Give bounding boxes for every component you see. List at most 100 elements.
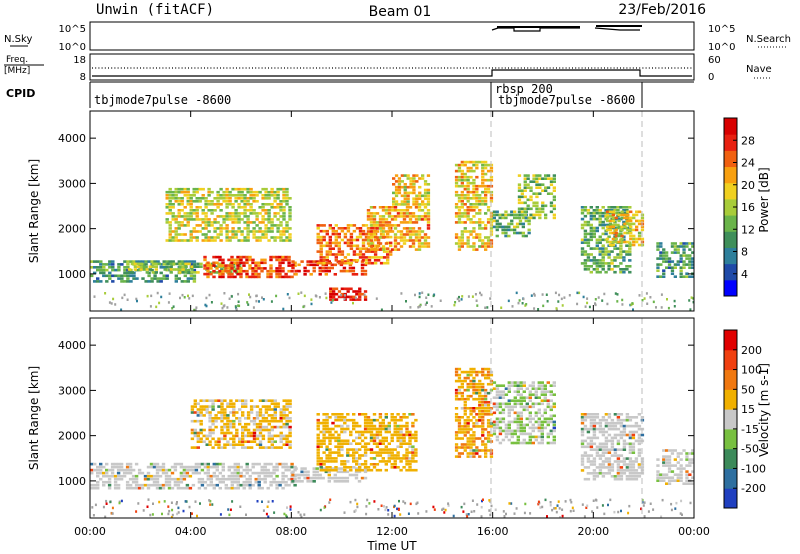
echo-cell — [229, 425, 233, 429]
ground-scatter-cell — [387, 513, 390, 516]
echo-cell — [206, 269, 210, 273]
echo-cell — [608, 243, 613, 247]
echo-cell — [546, 174, 551, 177]
echo-cell — [598, 265, 602, 268]
echo-cell — [276, 419, 280, 423]
ground-scatter-cell — [155, 305, 158, 309]
echo-cell — [549, 393, 553, 396]
echo-cell — [475, 425, 479, 428]
echo-cell — [405, 215, 410, 218]
echo-cell — [223, 414, 227, 417]
echo-cell — [276, 190, 280, 194]
echo-cell — [235, 411, 239, 414]
echo-cell — [516, 387, 520, 390]
echo-cell — [279, 446, 283, 449]
echo-cell — [203, 486, 208, 490]
ground-scatter-cell — [460, 505, 463, 509]
echo-cell — [199, 428, 203, 432]
echo-cell — [613, 448, 618, 451]
echo-cell — [228, 212, 232, 215]
echo-cell — [523, 213, 527, 217]
echo-cell — [402, 433, 406, 437]
echo-cell — [232, 440, 236, 443]
echo-cell — [616, 475, 621, 478]
echo-cell — [378, 430, 383, 434]
ground-scatter-cell — [414, 293, 416, 297]
echo-cell — [486, 431, 491, 434]
echo-cell — [198, 218, 202, 221]
echo-cell — [507, 387, 511, 390]
ground-scatter-cell — [104, 515, 107, 518]
ground-scatter-cell — [93, 295, 96, 298]
echo-cell — [199, 408, 203, 411]
echo-cell — [510, 219, 514, 223]
echo-cell — [165, 266, 169, 269]
echo-cell — [182, 474, 187, 478]
echo-cell — [586, 413, 591, 416]
echo-cell — [249, 203, 253, 206]
echo-cell — [527, 231, 531, 235]
echo-cell — [486, 163, 491, 167]
echo-cell — [510, 405, 514, 409]
echo-cell — [529, 186, 533, 189]
echo-cell — [241, 399, 245, 402]
echo-cell — [622, 469, 627, 472]
echo-cell — [595, 229, 599, 233]
echo-cell — [414, 468, 418, 472]
echo-cell — [423, 245, 428, 248]
echo-cell — [282, 206, 286, 209]
echo-cell — [457, 166, 462, 170]
echo-cell — [246, 221, 250, 224]
echo-cell — [454, 175, 459, 179]
echo-cell — [526, 204, 530, 208]
echo-cell — [328, 416, 332, 419]
ground-scatter-cell — [343, 297, 346, 301]
echo-cell — [337, 235, 341, 239]
echo-cell — [516, 441, 520, 445]
echo-cell — [369, 242, 374, 245]
echo-cell — [598, 270, 602, 274]
echo-cell — [186, 280, 190, 283]
echo-cell — [623, 216, 627, 220]
echo-cell — [463, 419, 467, 422]
echo-cell — [226, 405, 230, 408]
echo-cell — [189, 230, 193, 233]
echo-cell — [604, 232, 608, 236]
echo-cell — [475, 187, 479, 191]
echo-cell — [679, 467, 683, 470]
echo-cell — [662, 275, 666, 278]
echo-cell — [336, 470, 340, 474]
echo-cell — [219, 239, 223, 242]
echo-cell — [537, 387, 541, 390]
echo-cell — [402, 454, 406, 457]
echo-cell — [393, 424, 397, 428]
echo-cell — [592, 209, 596, 212]
echo-cell — [249, 446, 254, 449]
echo-cell — [96, 465, 100, 469]
echo-cell — [358, 468, 362, 472]
echo-cell — [155, 471, 160, 475]
echo-cell — [528, 435, 532, 439]
echo-cell — [358, 457, 362, 460]
echo-cell — [318, 473, 322, 477]
echo-cell — [190, 446, 195, 449]
echo-cell — [463, 163, 467, 167]
echo-cell — [123, 274, 127, 278]
ground-scatter-cell — [594, 498, 597, 502]
echo-cell — [526, 207, 530, 211]
echo-cell — [486, 407, 491, 410]
ground-scatter-cell — [404, 501, 407, 505]
echo-cell — [319, 250, 323, 253]
echo-cell — [628, 442, 633, 446]
echo-cell — [325, 436, 329, 440]
echo-cell — [133, 262, 138, 266]
echo-cell — [363, 421, 368, 425]
echo-cell — [349, 235, 354, 239]
echo-cell — [626, 222, 630, 226]
echo-cell — [366, 227, 371, 230]
echo-cell — [202, 408, 206, 411]
echo-cell — [418, 203, 422, 206]
echo-cell — [414, 221, 419, 224]
echo-cell — [159, 266, 163, 269]
echo-cell — [230, 486, 234, 490]
